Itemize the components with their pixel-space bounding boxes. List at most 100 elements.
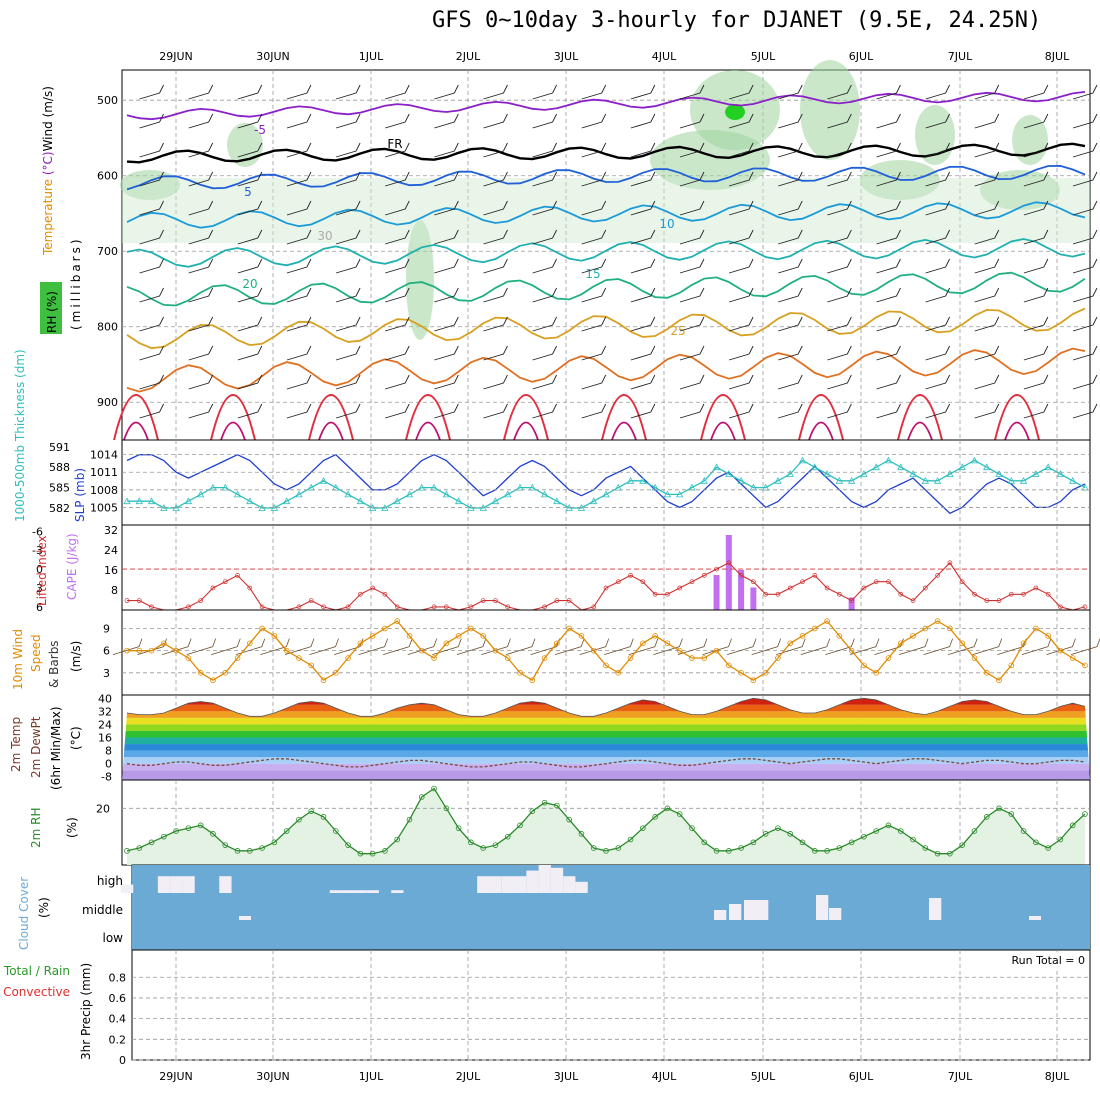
lifted-point (775, 591, 781, 597)
lifted-point (443, 604, 449, 610)
wind10-point (247, 640, 253, 647)
cloud-middle-bar (756, 900, 769, 920)
precip-frame (131, 949, 1091, 1061)
lifted-point (235, 573, 240, 578)
wind10-point (640, 640, 646, 647)
rh2m-point (1082, 811, 1088, 817)
isotherm-line (126, 307, 1086, 350)
thickness-point (835, 476, 844, 484)
wind-barb (483, 374, 508, 390)
rh2m-point (296, 816, 302, 823)
rh2m-point (861, 833, 867, 840)
x-day-label-bottom: 8JUL (1045, 1070, 1070, 1083)
wind-barb (139, 200, 164, 216)
wind10-point (517, 670, 523, 676)
x-day-label-bottom: 5JUL (751, 1070, 776, 1083)
rh2m-point (210, 831, 216, 837)
lifted-point (898, 591, 904, 597)
rh-band (122, 178, 1090, 243)
rh2m-point (824, 848, 830, 854)
wind10-point (234, 655, 241, 661)
wind-barb (581, 345, 607, 361)
slp-line (126, 453, 1086, 515)
thickness-point (590, 497, 598, 505)
isotherm-line (126, 164, 1086, 191)
wind-barb (385, 403, 410, 419)
wind-barb (1072, 287, 1098, 303)
thickness-point (491, 497, 500, 505)
isotherm-arc-inner (1004, 421, 1030, 441)
isotherm-arc-inner (808, 421, 834, 441)
wind-barb (385, 142, 410, 158)
rh2m-point (136, 845, 143, 851)
wind-barb (483, 258, 508, 274)
isotherm-label: 10 (659, 217, 674, 231)
thickness-point (872, 463, 880, 471)
wind-barb (434, 316, 459, 332)
wind-barb (188, 84, 214, 100)
rh2m-point (197, 822, 204, 829)
wind10-point (173, 647, 179, 654)
wind-barb (827, 142, 852, 158)
rh2m-point (369, 850, 376, 857)
wind-barb (532, 84, 557, 100)
wind-barb (630, 113, 656, 129)
precip-tick-label: 0.4 (109, 1013, 127, 1026)
rh2m-point (455, 825, 462, 831)
wind-barb (532, 200, 557, 216)
isotherm-label: 20 (242, 277, 257, 291)
wind-barb (876, 258, 901, 274)
rh2m-point (492, 842, 499, 848)
rh2m-point (738, 845, 744, 851)
rh2m-line (126, 787, 1086, 855)
wind10-point (824, 618, 830, 624)
rh2m-ylabel-2: (%) (65, 817, 79, 838)
wind10-point (652, 633, 658, 639)
thickness-tick-label: 588 (49, 461, 70, 474)
wind-barb (1023, 374, 1049, 390)
lifted-tick-label: -3 (32, 544, 43, 557)
lifted-point (873, 579, 879, 585)
x-day-label-top: 1JUL (359, 50, 384, 63)
rh2m-point (848, 839, 855, 846)
thickness-point (504, 490, 512, 498)
wind-barb (434, 142, 459, 158)
lifted-point (787, 585, 793, 591)
thickness-point (921, 476, 930, 484)
wind10-point (554, 640, 560, 647)
rh2m-point (799, 839, 806, 846)
wind-barb (630, 374, 656, 390)
temp-tick-label: -8 (101, 771, 112, 784)
rh2m-point (566, 816, 572, 823)
wind-barb (237, 345, 263, 361)
temp-ylabel-2: 2m DewPt (29, 716, 43, 778)
wind-panel: 9 6 3 10m Wind Speed & Barbs (m/s) (11, 609, 1100, 696)
lifted-point (714, 566, 719, 572)
lifted-point (124, 598, 130, 603)
temp-tick-label: 16 (98, 732, 112, 745)
thickness-point (909, 470, 917, 477)
wind-barb (778, 113, 803, 129)
rh2m-point (947, 850, 953, 857)
wind-barb (385, 345, 410, 361)
wind-barb (876, 316, 901, 332)
lifted-point (837, 591, 842, 597)
rh2m-point (1033, 839, 1039, 846)
wind10-barb (383, 638, 413, 656)
thickness-point (393, 497, 401, 505)
wind-barb (728, 229, 754, 245)
wind-barb (827, 316, 852, 332)
wind-barb (581, 84, 607, 100)
lifted-tick-label: 3 (36, 582, 43, 595)
thickness-point (430, 483, 438, 491)
pressure-tick-label: 800 (97, 321, 118, 334)
precip-tick-label: 0 (119, 1054, 126, 1067)
wind-barb (1072, 142, 1098, 158)
wind-barb (434, 229, 459, 245)
wind-barb (139, 142, 164, 158)
temp-tick-label: 24 (98, 718, 112, 731)
wind10-point (345, 655, 351, 661)
cloud-high-bar (366, 890, 379, 893)
wind10-point (566, 625, 572, 632)
